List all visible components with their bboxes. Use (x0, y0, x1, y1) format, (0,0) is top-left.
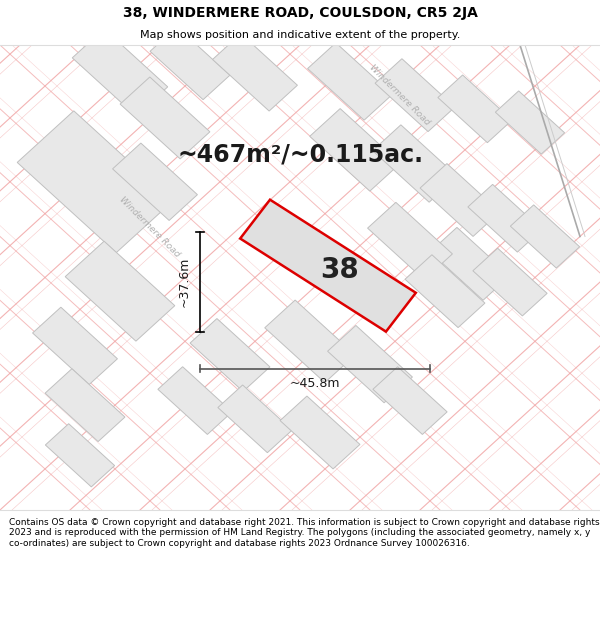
Polygon shape (150, 27, 230, 99)
Polygon shape (496, 91, 565, 154)
Polygon shape (373, 125, 457, 202)
Polygon shape (65, 241, 175, 341)
Polygon shape (113, 143, 197, 221)
Polygon shape (511, 205, 580, 268)
Text: Map shows position and indicative extent of the property.: Map shows position and indicative extent… (140, 30, 460, 40)
Polygon shape (240, 199, 416, 332)
Polygon shape (280, 396, 360, 469)
Polygon shape (473, 248, 547, 316)
Polygon shape (438, 75, 512, 142)
Text: 38, WINDERMERE ROAD, COULSDON, CR5 2JA: 38, WINDERMERE ROAD, COULSDON, CR5 2JA (122, 6, 478, 19)
Polygon shape (405, 255, 485, 328)
Polygon shape (430, 228, 510, 300)
Polygon shape (72, 29, 168, 116)
Polygon shape (308, 42, 392, 120)
Polygon shape (158, 367, 232, 434)
Text: 38: 38 (320, 256, 359, 284)
Text: ~45.8m: ~45.8m (290, 377, 340, 390)
Polygon shape (218, 385, 292, 452)
Polygon shape (373, 367, 447, 434)
Polygon shape (32, 308, 118, 384)
Polygon shape (375, 59, 455, 132)
Text: Windermere Road: Windermere Road (368, 63, 432, 127)
Text: Contains OS data © Crown copyright and database right 2021. This information is : Contains OS data © Crown copyright and d… (9, 518, 599, 548)
Polygon shape (212, 34, 298, 111)
Polygon shape (120, 77, 210, 159)
Text: ~37.6m: ~37.6m (178, 257, 191, 308)
Polygon shape (368, 202, 452, 280)
Polygon shape (310, 109, 400, 191)
Text: Windermere Road: Windermere Road (118, 196, 182, 259)
Polygon shape (265, 300, 355, 382)
Polygon shape (46, 424, 115, 487)
Polygon shape (468, 184, 542, 252)
Text: ~467m²/~0.115ac.: ~467m²/~0.115ac. (177, 142, 423, 166)
Polygon shape (190, 319, 270, 391)
Polygon shape (45, 369, 125, 442)
Polygon shape (328, 326, 412, 402)
Polygon shape (420, 164, 500, 236)
Polygon shape (17, 111, 173, 253)
